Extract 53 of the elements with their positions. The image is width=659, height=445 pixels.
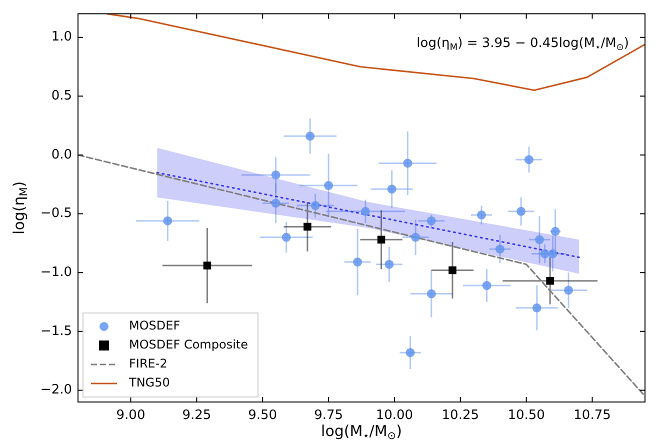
y-tick-label: −1.5: [40, 324, 72, 339]
point: [550, 226, 560, 236]
point: [282, 232, 291, 242]
point: [377, 236, 386, 244]
point: [411, 232, 420, 242]
point: [310, 201, 320, 210]
point: [403, 158, 412, 168]
x-tick-label: 9.50: [248, 408, 278, 424]
x-tick-label: 10.50: [508, 408, 545, 424]
point: [271, 198, 280, 208]
y-tick-label: 0.5: [51, 88, 72, 104]
point: [304, 222, 312, 231]
point: [203, 262, 212, 270]
point: [564, 286, 574, 295]
point: [482, 281, 492, 290]
point: [535, 235, 544, 244]
point: [546, 276, 554, 285]
x-tick-label: 10.00: [376, 408, 414, 424]
point: [353, 258, 362, 267]
legend-label: FIRE-2: [129, 356, 168, 371]
y-tick-label: −2.0: [40, 382, 72, 398]
y-tick-label: −1.0: [40, 264, 72, 280]
point: [271, 170, 280, 180]
legend-label: TNG50: [128, 376, 170, 390]
point: [406, 348, 415, 358]
point: [548, 249, 558, 258]
point: [324, 181, 334, 190]
legend-label: MOSDEF Composite: [129, 338, 248, 352]
x-tick-label: 9.00: [116, 408, 146, 424]
y-tick-label: −0.5: [40, 206, 72, 222]
point: [384, 260, 394, 269]
point: [426, 216, 436, 226]
point: [524, 155, 534, 164]
y-tick-label: 1.0: [51, 30, 72, 45]
point: [163, 216, 172, 226]
point: [426, 289, 436, 298]
point: [540, 249, 550, 258]
point: [387, 184, 396, 194]
x-tick-label: 9.75: [314, 408, 344, 424]
y-tick-label: 0.0: [51, 147, 72, 162]
x-tick-label: 9.25: [182, 408, 212, 424]
x-axis-title: log(M⋆/M⊙): [321, 422, 402, 442]
legend-label: MOSDEF: [129, 318, 180, 333]
point: [495, 244, 504, 254]
point: [516, 206, 526, 216]
point: [448, 266, 456, 274]
point: [532, 303, 542, 312]
point: [360, 206, 370, 216]
point: [476, 210, 486, 220]
point: [306, 132, 315, 141]
x-tick-label: 10.25: [442, 408, 480, 424]
x-tick-label: 10.75: [574, 408, 611, 424]
y-axis-title: log(ηM): [10, 181, 30, 234]
